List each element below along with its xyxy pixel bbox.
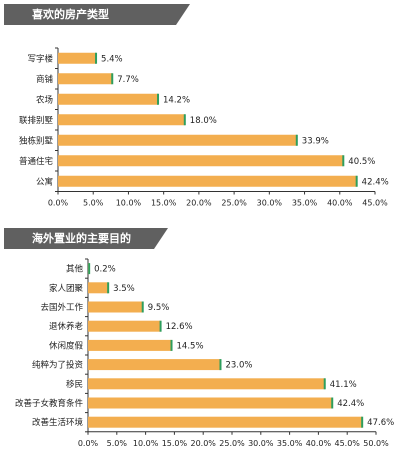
x-tick-label: 10.0%	[116, 199, 142, 208]
value-label: 14.2%	[163, 95, 190, 105]
category-label: 改善生活环境	[32, 417, 84, 428]
x-tick-label: 35.0%	[277, 439, 303, 448]
category-label: 改善子女教育条件	[15, 398, 84, 409]
x-tick-label: 25.0%	[221, 199, 247, 208]
chart1-property-types: 写字楼 5.4% 商铺 7.7% 农场 14.2% 联排别墅 18.0% 独栋别墅 33.9% 普通…	[19, 47, 389, 208]
value-label: 47.6%	[367, 418, 394, 428]
bar-end-marker	[219, 359, 222, 371]
chart2-purposes: 其他 0.2% 家人团聚 3.5% 去国外工作 9.5% 退休养老 12.6% 休闲度假 14.5…	[15, 258, 394, 448]
bar	[88, 416, 363, 428]
category-label: 商铺	[36, 74, 54, 85]
bar-end-marker	[159, 320, 162, 332]
bar	[58, 52, 97, 64]
category-label: 退休养老	[49, 321, 84, 332]
x-tick-label: 30.0%	[257, 199, 283, 208]
bar-end-marker	[323, 378, 326, 390]
category-label: 写字楼	[27, 53, 53, 64]
category-label: 其他	[66, 264, 84, 275]
value-label: 18.0%	[190, 116, 217, 126]
x-tick-label: 40.0%	[327, 199, 353, 208]
bar-end-marker	[157, 93, 160, 105]
x-tick-label: 5.0%	[107, 439, 128, 448]
bar-end-marker	[107, 282, 110, 294]
value-label: 9.5%	[148, 303, 170, 313]
value-label: 41.1%	[330, 380, 357, 390]
category-label: 农场	[36, 94, 53, 105]
bar-end-marker	[88, 263, 91, 275]
bar	[58, 155, 344, 167]
x-tick-label: 5.0%	[83, 199, 104, 208]
bar-end-marker	[183, 114, 186, 126]
category-label: 家人团聚	[49, 283, 84, 294]
bar-end-marker	[111, 73, 114, 85]
value-label: 14.5%	[177, 341, 204, 351]
x-tick-label: 40.0%	[306, 439, 332, 448]
category-label: 普通住宅	[19, 156, 53, 167]
bar	[88, 397, 333, 409]
x-tick-label: 10.0%	[133, 439, 159, 448]
bar-end-marker	[342, 155, 345, 167]
x-tick-label: 0.0%	[78, 439, 99, 448]
bar	[88, 301, 143, 313]
bar-end-marker	[95, 52, 98, 64]
value-label: 23.0%	[225, 361, 252, 371]
x-tick-label: 20.0%	[186, 199, 212, 208]
value-label: 3.5%	[113, 284, 135, 294]
bar	[58, 175, 357, 187]
bar	[58, 73, 113, 85]
category-label: 联排别墅	[19, 115, 54, 126]
x-tick-label: 20.0%	[190, 439, 216, 448]
x-tick-label: 50.0%	[363, 439, 389, 448]
bar-end-marker	[361, 416, 364, 428]
chart1-title: 喜欢的房产类型	[4, 4, 190, 25]
value-label: 5.4%	[101, 54, 123, 64]
bar-end-marker	[170, 339, 173, 351]
category-label: 公寓	[36, 176, 53, 187]
bar	[58, 134, 297, 146]
value-label: 33.9%	[302, 136, 329, 146]
category-label: 独栋别墅	[19, 135, 54, 146]
x-tick-label: 30.0%	[248, 439, 274, 448]
x-tick-label: 35.0%	[292, 199, 318, 208]
x-tick-label: 25.0%	[219, 439, 245, 448]
bar-end-marker	[355, 175, 358, 187]
bar	[88, 320, 161, 332]
bar	[88, 282, 109, 294]
x-tick-label: 45.0%	[334, 439, 360, 448]
x-tick-label: 15.0%	[162, 439, 188, 448]
value-label: 42.4%	[337, 399, 364, 409]
bar-end-marker	[295, 134, 298, 146]
category-label: 纯粹为了投资	[32, 360, 84, 371]
bar	[88, 339, 172, 351]
bar	[88, 378, 325, 390]
category-label: 休闲度假	[49, 340, 84, 351]
bar-end-marker	[141, 301, 144, 313]
x-tick-label: 15.0%	[151, 199, 177, 208]
chart2-title: 海外置业的主要目的	[4, 228, 168, 249]
category-label: 移民	[66, 379, 83, 390]
value-label: 40.5%	[348, 157, 375, 167]
value-label: 42.4%	[362, 177, 389, 187]
category-label: 去国外工作	[40, 302, 83, 313]
value-label: 12.6%	[166, 322, 193, 332]
bar	[88, 359, 221, 371]
value-label: 7.7%	[117, 75, 139, 85]
bar	[58, 93, 159, 105]
value-label: 0.2%	[94, 265, 116, 275]
bar-end-marker	[331, 397, 334, 409]
bar	[58, 114, 185, 126]
x-tick-label: 45.0%	[362, 199, 388, 208]
x-tick-label: 0.0%	[48, 199, 69, 208]
